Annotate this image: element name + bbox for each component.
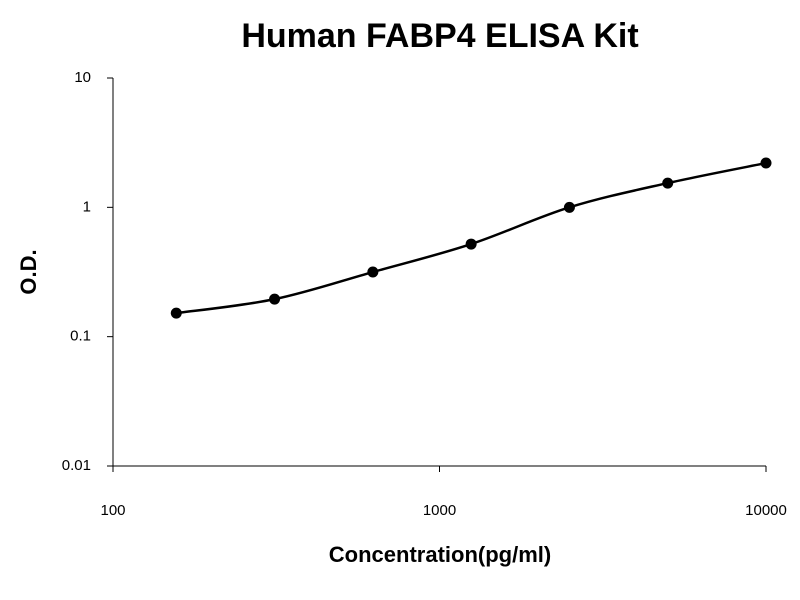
- x-tick-label: 1000: [423, 502, 456, 519]
- data-point: [760, 157, 772, 169]
- x-tick-label: 100: [100, 502, 125, 519]
- y-tick-label: 1: [83, 198, 91, 215]
- x-axis-title: Concentration(pg/ml): [329, 542, 551, 567]
- data-point: [170, 307, 182, 319]
- data-point: [662, 177, 674, 189]
- fit-curve: [176, 161, 767, 315]
- x-tick-label: 10000: [745, 502, 787, 519]
- data-point: [563, 201, 575, 213]
- y-tick-label: 0.01: [62, 457, 91, 474]
- data-point: [367, 266, 379, 278]
- data-point: [465, 238, 477, 250]
- chart-title: Human FABP4 ELISA Kit: [241, 17, 638, 55]
- y-tick-label: 10: [74, 69, 91, 86]
- y-axis-title: O.D.: [16, 249, 41, 294]
- data-point: [269, 293, 281, 305]
- y-tick-label: 0.1: [70, 328, 91, 345]
